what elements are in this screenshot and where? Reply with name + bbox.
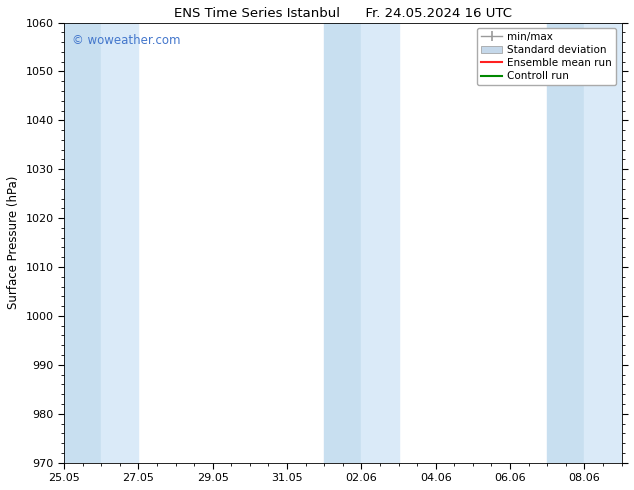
Title: ENS Time Series Istanbul      Fr. 24.05.2024 16 UTC: ENS Time Series Istanbul Fr. 24.05.2024 … — [174, 7, 512, 20]
Bar — [64, 23, 101, 463]
Bar — [101, 23, 138, 463]
Bar — [585, 23, 621, 463]
Y-axis label: Surface Pressure (hPa): Surface Pressure (hPa) — [7, 176, 20, 309]
Bar — [324, 23, 361, 463]
Bar — [547, 23, 585, 463]
Bar — [361, 23, 399, 463]
Legend: min/max, Standard deviation, Ensemble mean run, Controll run: min/max, Standard deviation, Ensemble me… — [477, 28, 616, 85]
Text: © woweather.com: © woweather.com — [72, 33, 181, 47]
